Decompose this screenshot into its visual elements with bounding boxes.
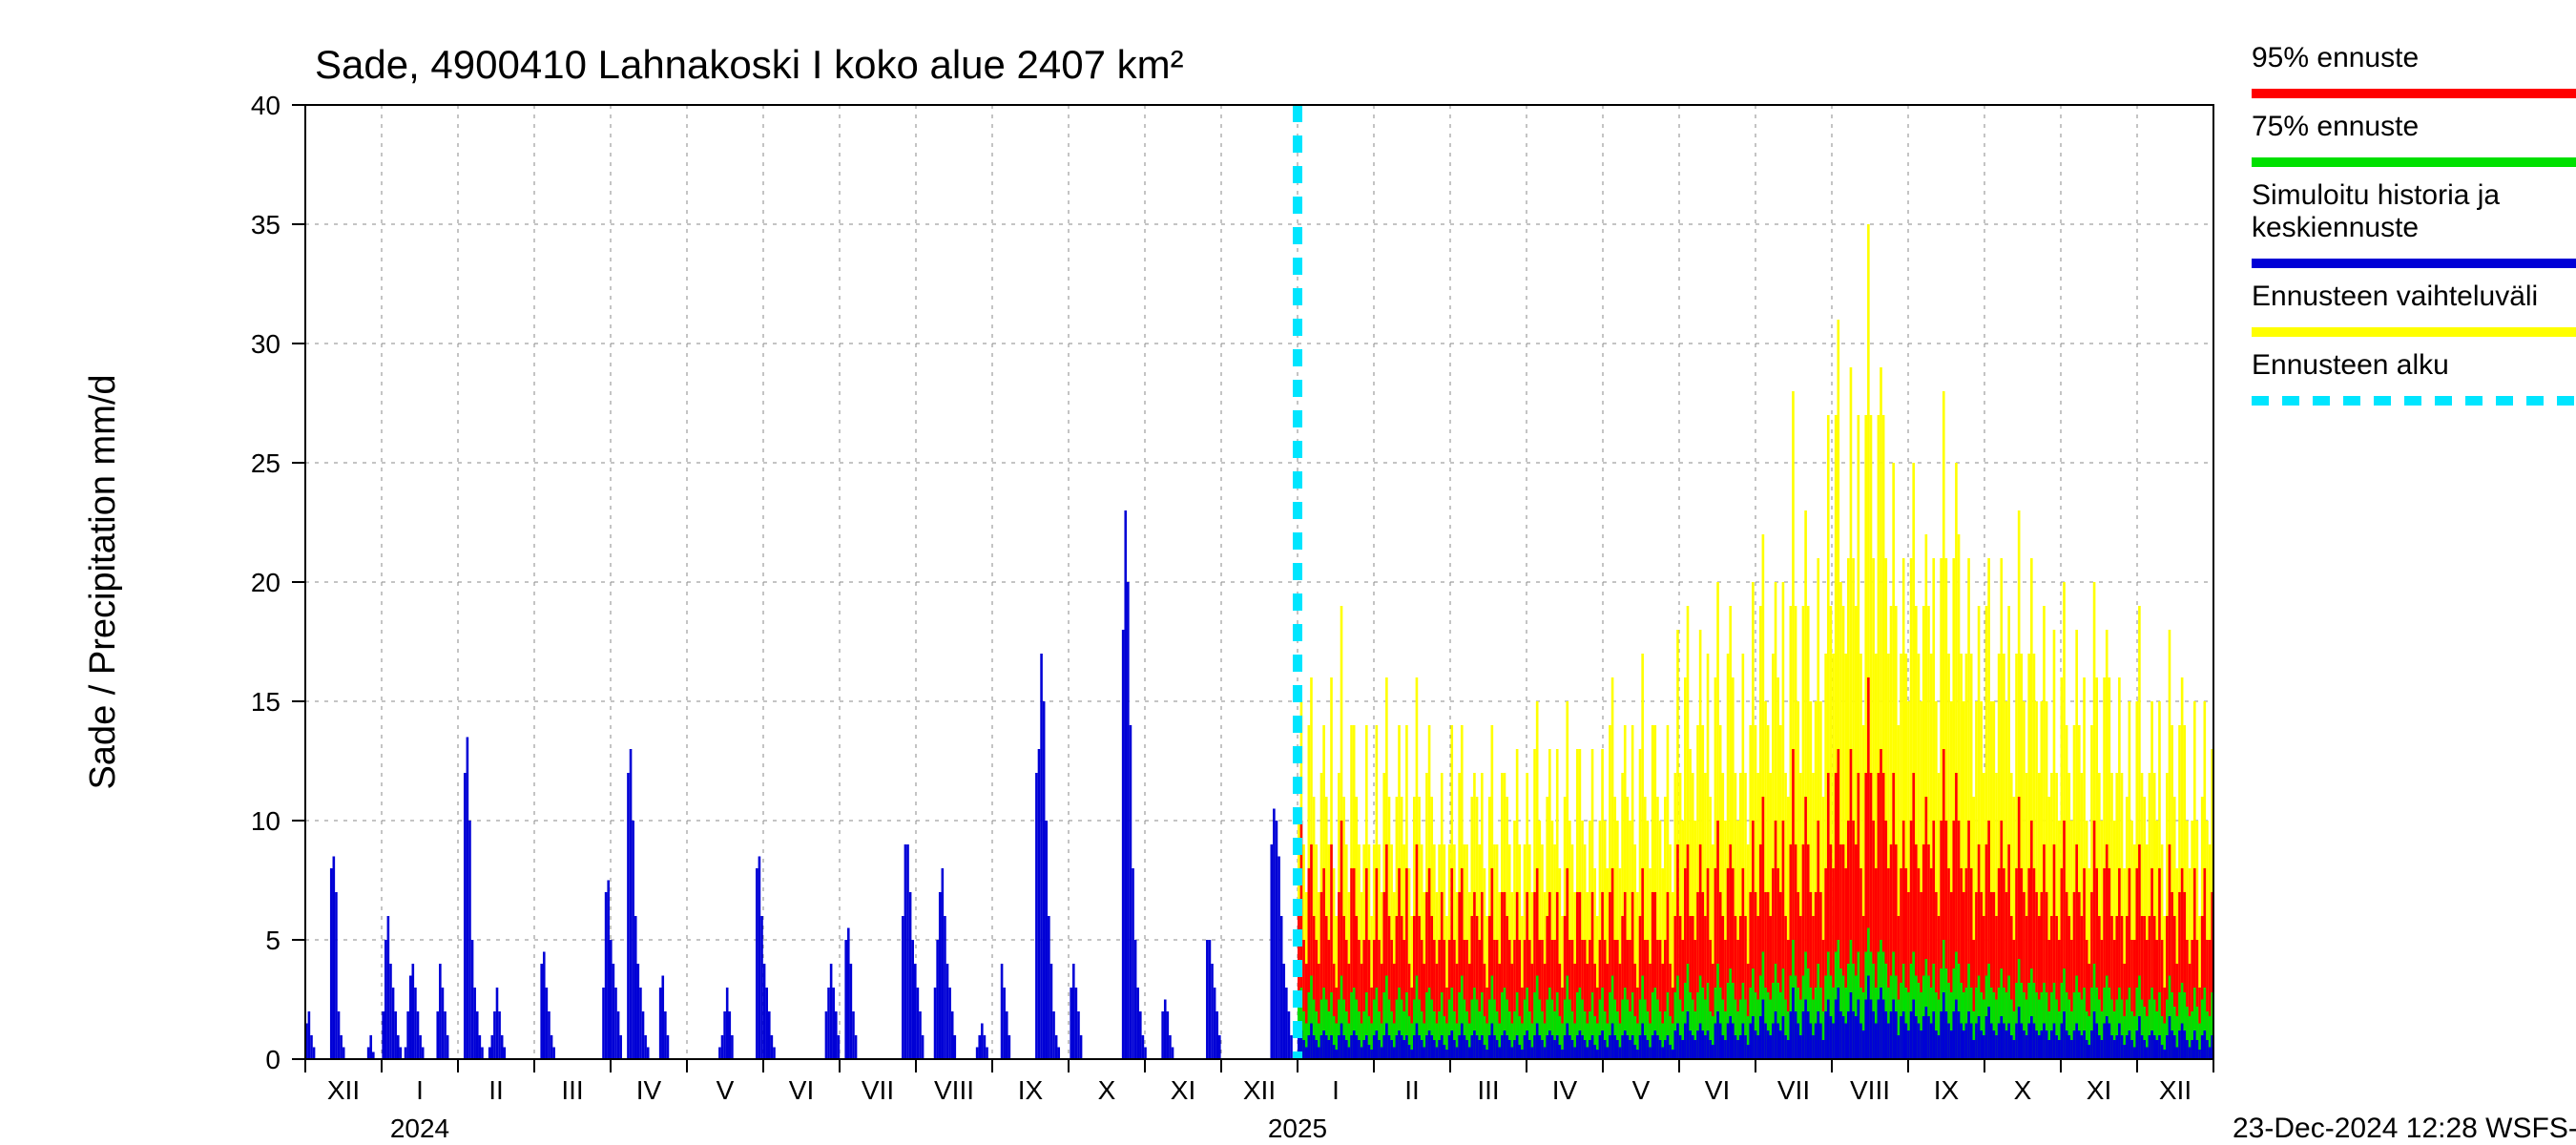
legend-label: keskiennuste — [2252, 212, 2419, 243]
svg-text:II: II — [488, 1075, 504, 1105]
svg-text:VIII: VIII — [934, 1075, 974, 1105]
svg-text:III: III — [1477, 1075, 1499, 1105]
svg-text:35: 35 — [251, 210, 280, 239]
legend-label: 75% ennuste — [2252, 111, 2419, 142]
chart-title: Sade, 4900410 Lahnakoski I koko alue 240… — [315, 42, 1184, 87]
precipitation-chart: 0510152025303540XIIIIIIIIIVVVIVIIVIIIIXX… — [0, 0, 2576, 1145]
svg-text:V: V — [717, 1075, 735, 1105]
svg-text:0: 0 — [265, 1045, 280, 1074]
legend-label: Ennusteen vaihteluväli — [2252, 281, 2538, 312]
svg-text:XII: XII — [327, 1075, 360, 1105]
chart-container: 0510152025303540XIIIIIIIIIVVVIVIIVIIIIXX… — [0, 0, 2576, 1145]
y-axis-label: Sade / Precipitation mm/d — [83, 374, 123, 789]
svg-text:IX: IX — [1934, 1075, 1960, 1105]
svg-text:5: 5 — [265, 926, 280, 955]
svg-text:IV: IV — [1552, 1075, 1578, 1105]
svg-text:IV: IV — [636, 1075, 662, 1105]
svg-text:IX: IX — [1018, 1075, 1044, 1105]
svg-text:25: 25 — [251, 448, 280, 478]
svg-text:15: 15 — [251, 687, 280, 717]
year-label: 2024 — [390, 1114, 449, 1143]
svg-text:X: X — [1098, 1075, 1116, 1105]
svg-text:VIII: VIII — [1850, 1075, 1890, 1105]
svg-text:40: 40 — [251, 91, 280, 120]
svg-text:V: V — [1632, 1075, 1651, 1105]
svg-text:VI: VI — [1705, 1075, 1730, 1105]
legend-label: Ennusteen alku — [2252, 349, 2449, 381]
legend-label: 95% ennuste — [2252, 42, 2419, 73]
svg-text:II: II — [1404, 1075, 1420, 1105]
svg-text:30: 30 — [251, 329, 280, 359]
svg-text:XI: XI — [1171, 1075, 1195, 1105]
svg-text:VI: VI — [789, 1075, 814, 1105]
svg-text:X: X — [2014, 1075, 2032, 1105]
legend-label: Simuloitu historia ja — [2252, 179, 2500, 211]
svg-text:VII: VII — [862, 1075, 894, 1105]
svg-text:I: I — [416, 1075, 424, 1105]
svg-text:10: 10 — [251, 806, 280, 836]
svg-text:XII: XII — [2159, 1075, 2192, 1105]
svg-text:XII: XII — [1243, 1075, 1276, 1105]
timestamp: 23-Dec-2024 12:28 WSFS-O — [2233, 1113, 2576, 1144]
year-label: 2025 — [1268, 1114, 1327, 1143]
svg-text:VII: VII — [1777, 1075, 1810, 1105]
svg-text:III: III — [561, 1075, 583, 1105]
svg-text:20: 20 — [251, 568, 280, 597]
svg-text:XI: XI — [2087, 1075, 2111, 1105]
svg-text:I: I — [1332, 1075, 1340, 1105]
